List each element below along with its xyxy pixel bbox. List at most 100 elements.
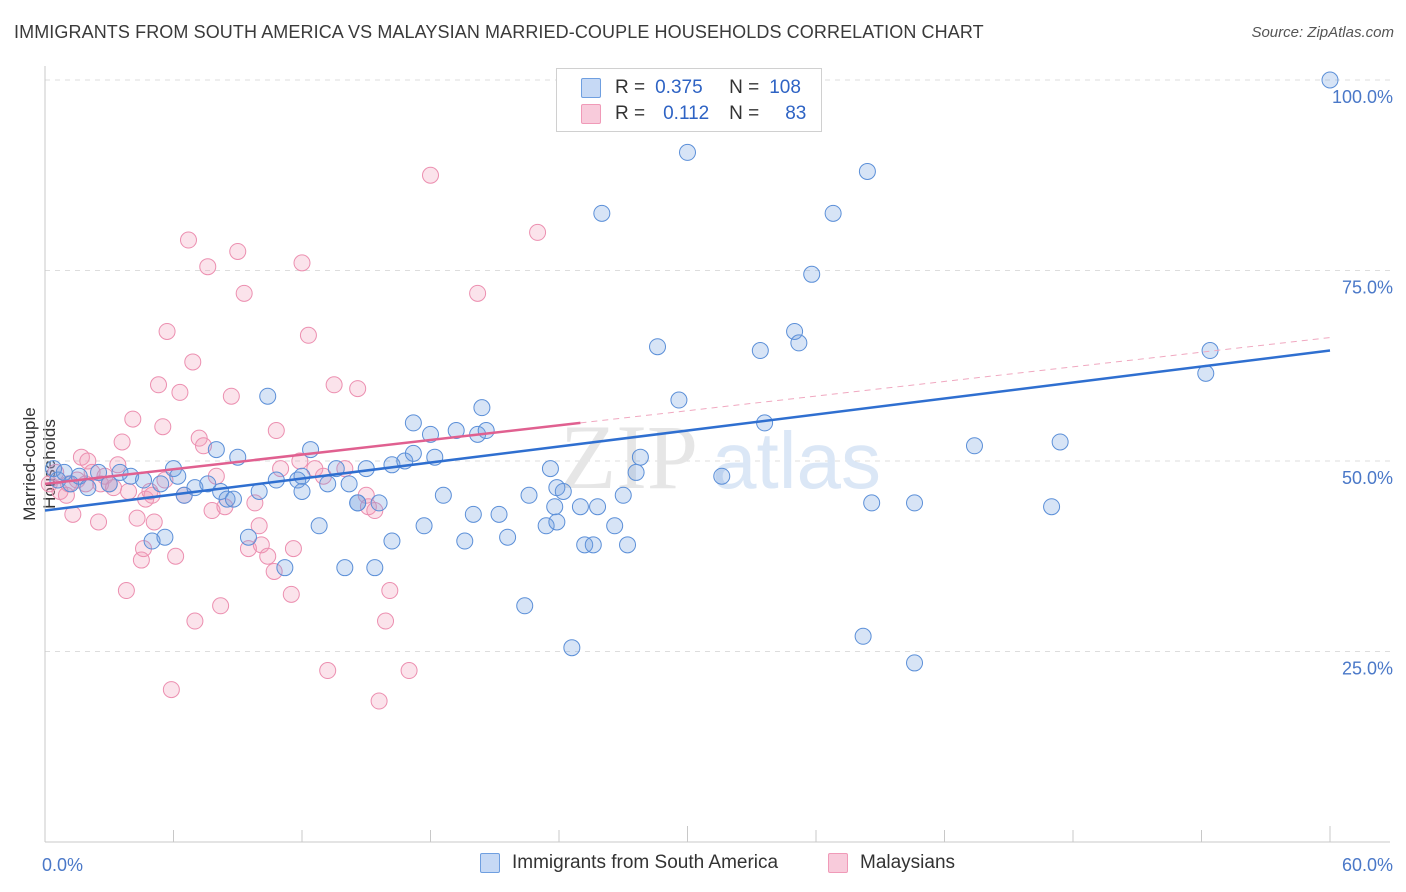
malaysians-point — [179, 231, 197, 249]
south-america-point — [713, 467, 731, 485]
malaysians-point — [265, 562, 283, 580]
south-america-point — [207, 441, 225, 459]
south-america-point — [404, 444, 422, 462]
malaysians-point — [79, 452, 97, 470]
south-america-point — [593, 204, 611, 222]
south-america-point — [906, 654, 924, 672]
malaysians-point — [377, 612, 395, 630]
correlation-legend: R = 0.375 N = 108 R = 0.112 N = 83 — [556, 68, 822, 132]
malaysians-point — [422, 166, 439, 184]
south-america-point — [404, 414, 422, 432]
grid-lines — [45, 79, 1390, 652]
legend-item-malaysians[interactable]: Malaysians — [828, 852, 955, 874]
malaysians-point — [186, 612, 204, 630]
south-america-point — [606, 517, 624, 535]
south-america-point — [965, 437, 983, 455]
south-america-point — [199, 475, 217, 493]
south-america-point — [906, 494, 924, 512]
south-america-point — [447, 422, 465, 440]
y-tick-label: 100.0% — [1332, 87, 1393, 107]
malaysians-point — [325, 376, 343, 394]
malaysians-point — [299, 326, 317, 344]
south-america-point — [790, 334, 808, 352]
south-america-point — [679, 143, 696, 161]
legend-label-south-america: Immigrants from South America — [512, 852, 779, 873]
malaysians-point — [120, 482, 138, 500]
malaysians-point — [113, 433, 131, 451]
south-america-point — [250, 482, 268, 500]
south-america-point — [537, 517, 555, 535]
malaysians-point — [319, 662, 337, 680]
malaysians-point — [529, 223, 547, 241]
x-tick-label: 0.0% — [42, 855, 83, 875]
malaysians-point — [222, 387, 240, 405]
malaysians-point — [469, 284, 487, 302]
y-tick-label: 25.0% — [1342, 659, 1393, 679]
south-america-point — [415, 517, 433, 535]
malaysians-point — [246, 494, 264, 512]
y-tick-label: 50.0% — [1342, 468, 1393, 488]
legend-row-malaysians: R = 0.112 N = 83 — [581, 103, 807, 125]
legend-n-label: N = — [729, 103, 760, 124]
malaysians-point — [171, 383, 189, 401]
malaysians-point — [203, 502, 221, 520]
malaysians-point — [284, 540, 302, 558]
malaysians-point — [199, 258, 217, 276]
malaysians-point — [167, 547, 185, 565]
x-tick-label: 60.0% — [1342, 855, 1393, 875]
legend-r-value: 0.112 — [663, 103, 710, 124]
south-america-point — [152, 475, 170, 493]
south-america-point — [276, 559, 294, 577]
malaysians-trend-line — [44, 421, 581, 486]
south-america-point — [366, 559, 384, 577]
south-america-point — [464, 505, 482, 523]
south-america-point — [614, 486, 632, 504]
legend-swatch-pink — [828, 853, 848, 873]
south-america-point — [863, 494, 881, 512]
south-america-point — [1321, 71, 1339, 89]
malaysians-point — [184, 353, 202, 371]
malaysians-point — [212, 597, 230, 615]
south-america-point — [858, 162, 876, 180]
south-america-point — [589, 498, 607, 516]
malaysians-point — [162, 681, 180, 699]
malaysians-point — [235, 284, 253, 302]
south-america-point — [239, 528, 257, 546]
south-america-point — [490, 505, 508, 523]
south-america-point — [293, 467, 311, 485]
south-america-point — [824, 204, 842, 222]
south-america-point — [156, 528, 174, 546]
watermark: ZIP atlas — [560, 406, 881, 508]
south-america-point — [854, 627, 872, 645]
south-america-point — [340, 475, 358, 493]
south-america-point — [554, 482, 572, 500]
legend-n-label: N = — [729, 77, 760, 98]
legend-r-label: R = — [615, 77, 646, 98]
legend-n-value: 108 — [769, 77, 801, 98]
malaysians-point — [158, 322, 176, 340]
south-america-point — [786, 322, 804, 340]
south-america-point — [1051, 433, 1069, 451]
legend-item-south-america[interactable]: Immigrants from South America — [480, 852, 778, 874]
malaysians-point — [282, 585, 300, 603]
south-america-point — [383, 532, 401, 550]
malaysians-point — [381, 582, 399, 600]
south-america-point — [310, 517, 328, 535]
south-america-point — [79, 479, 97, 497]
legend-swatch-pink — [581, 104, 601, 124]
south-america-point — [169, 467, 187, 485]
malaysians-trend-extension — [580, 337, 1331, 424]
y-tick-label: 75.0% — [1342, 278, 1393, 298]
south-america-point — [548, 513, 566, 531]
south-america-point — [143, 532, 161, 550]
south-america-point — [619, 536, 637, 554]
south-america-point — [670, 391, 688, 409]
legend-n-value: 83 — [785, 103, 807, 124]
south-america-point — [293, 482, 311, 500]
legend-r-label: R = — [615, 103, 646, 124]
south-america-point — [649, 338, 667, 356]
malaysians-point — [90, 513, 108, 531]
south-america-trend-line — [44, 349, 1331, 512]
chart-title: IMMIGRANTS FROM SOUTH AMERICA VS MALAYSI… — [14, 22, 984, 42]
